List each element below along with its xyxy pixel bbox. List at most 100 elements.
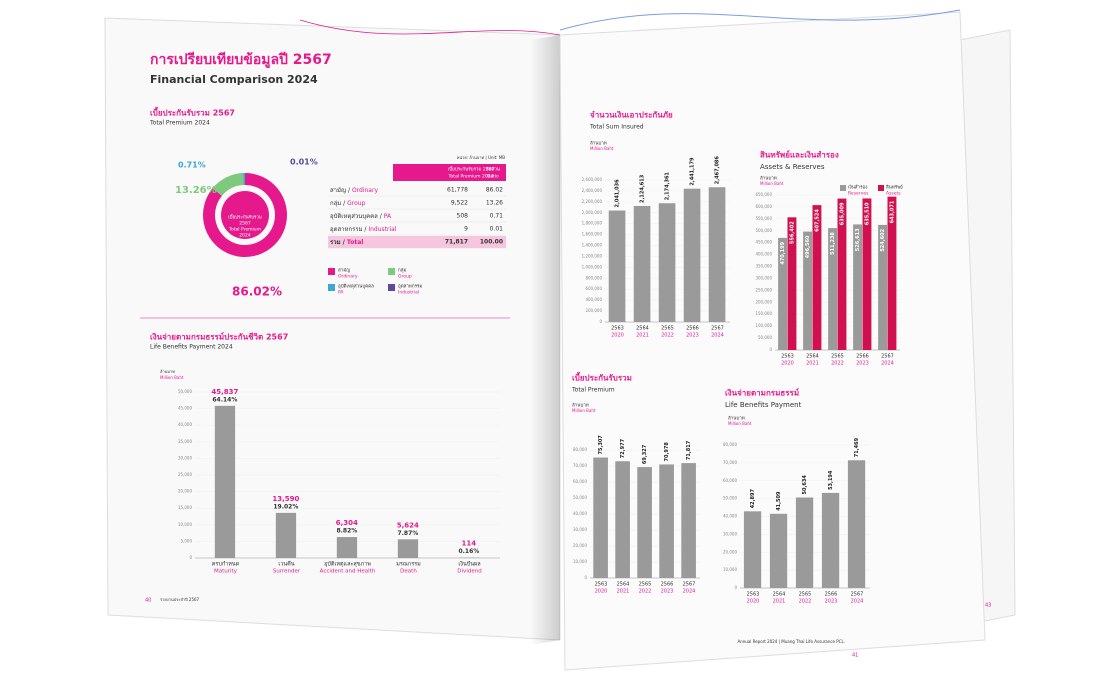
share-label: 64.14% — [212, 396, 237, 403]
heading-en: Total Sum Insured — [589, 124, 644, 131]
value-label: 526,613 — [855, 228, 861, 251]
y-tick-label: 800,000 — [585, 275, 602, 280]
y-tick-label: 150,000 — [755, 311, 772, 316]
page-number: 40 — [145, 598, 151, 604]
unit: ล้านบาท — [160, 369, 175, 374]
heading: เงินจ่ายตามกรมธรรม์ประกันชีวิต 2567 — [150, 332, 288, 342]
table-cell: อุตสาหกรรม / Industrial — [330, 226, 397, 233]
donut-center: Total Premium — [228, 227, 261, 233]
bar — [795, 497, 814, 588]
y-tick-label: 30,000 — [723, 531, 737, 536]
share-label: 7.87% — [397, 530, 418, 537]
y-tick-label: 15,000 — [178, 505, 192, 510]
heading-en: Life Benefits Payment 2024 — [150, 344, 233, 351]
value-label: 6,304 — [336, 519, 358, 527]
value-label: 643,071 — [889, 200, 895, 223]
y-tick-label: 0 — [584, 575, 587, 580]
bar — [847, 460, 866, 588]
bar — [336, 537, 358, 558]
table-cell: 61,778 — [447, 187, 468, 194]
value-label: 50,634 — [802, 475, 808, 495]
unit: ล้านบาท — [760, 176, 777, 182]
y-tick-label: 5,000 — [181, 538, 193, 543]
x-tick-label: 2024 — [711, 333, 724, 339]
value-label: 2,441,179 — [689, 157, 695, 186]
x-tick-label: 2563 — [781, 354, 794, 360]
table-cell: Industrial — [368, 226, 396, 233]
legend-label: PA — [338, 290, 344, 296]
subtitle: Financial Comparison 2024 — [150, 73, 318, 86]
bar — [837, 198, 847, 350]
x-tick-label: เงินปันผล — [458, 561, 480, 568]
y-tick-label: 10,000 — [178, 522, 192, 527]
x-tick-label: 2024 — [851, 599, 864, 605]
y-tick-label: 70,000 — [723, 460, 737, 465]
x-tick-label: 2020 — [611, 333, 624, 339]
y-tick-label: 30,000 — [178, 455, 192, 460]
x-tick-label: 2021 — [617, 589, 630, 595]
bar — [593, 457, 608, 578]
x-tick-label: Death — [400, 569, 417, 575]
table-cell: รวม / Total — [330, 239, 363, 246]
donut-label: 86.02% — [232, 285, 282, 299]
x-tick-label: มรณกรรม — [396, 562, 421, 568]
legend-label: Assets — [886, 191, 901, 197]
value-label: 5,624 — [397, 521, 419, 529]
x-tick-label: 2566 — [856, 354, 869, 360]
bar — [821, 492, 840, 588]
x-tick-label: ครบกำหนด — [212, 561, 240, 568]
y-tick-label: 2,000,000 — [582, 210, 603, 215]
legend-swatch — [328, 268, 335, 275]
heading-en: Assets & Reserves — [760, 163, 825, 171]
x-tick-label: 2563 — [595, 582, 608, 588]
x-tick-label: อุบัติเหตุและสุขภาพ — [324, 561, 371, 568]
table-cell: 13.26 — [486, 200, 503, 207]
y-tick-label: 100,000 — [755, 323, 772, 328]
gutter-shadow — [530, 35, 560, 645]
legend-label: กลุ่ม — [398, 268, 406, 274]
x-tick-label: 2021 — [806, 361, 819, 367]
x-tick-label: 2022 — [831, 361, 844, 367]
legend-label: สินทรัพย์ — [886, 184, 903, 191]
x-tick-label: 2564 — [773, 592, 786, 598]
y-tick-label: 0 — [189, 555, 192, 560]
x-tick-label: 2021 — [773, 599, 786, 605]
y-tick-label: 0 — [599, 319, 602, 324]
y-tick-label: 400,000 — [755, 252, 772, 257]
y-tick-label: 80,000 — [723, 442, 737, 447]
x-tick-label: 2023 — [661, 589, 674, 595]
y-tick-label: 25,000 — [178, 472, 192, 477]
x-tick-label: 2567 — [881, 354, 894, 360]
heading-en: Life Benefits Payment — [725, 401, 802, 409]
page-number: 41 — [852, 653, 858, 659]
table-total-bg — [328, 236, 506, 248]
y-tick-label: 70,000 — [573, 463, 587, 468]
value-label: 41,509 — [776, 491, 782, 511]
unit: Million Baht — [160, 375, 184, 380]
legend-swatch — [840, 185, 846, 191]
legend-swatch — [388, 268, 395, 275]
bar — [615, 461, 630, 578]
x-tick-label: 2023 — [825, 599, 838, 605]
x-tick-label: Accident and Health — [320, 569, 376, 575]
bar — [887, 196, 897, 350]
y-tick-label: 400,000 — [585, 297, 602, 302]
value-label: 635,009 — [839, 202, 845, 225]
y-tick-label: 1,600,000 — [582, 232, 603, 237]
y-tick-label: 1,000,000 — [582, 264, 603, 269]
bar — [743, 511, 762, 588]
table-cell: สามัญ / — [330, 187, 352, 194]
bar — [812, 205, 822, 350]
donut-label: 0.71% — [178, 161, 206, 170]
donut-label: 13.26% — [175, 185, 217, 196]
bar — [803, 231, 813, 350]
decor-line — [559, 9, 961, 31]
bar — [637, 467, 652, 578]
table-cell: กลุ่ม / Group — [330, 200, 366, 207]
unit: ล้านบาท — [590, 141, 607, 147]
bar — [681, 463, 696, 578]
value-label: 114 — [462, 540, 477, 548]
y-tick-label: 550,000 — [755, 216, 772, 221]
y-tick-label: 200,000 — [585, 308, 602, 313]
unit: Million Baht — [760, 181, 784, 186]
